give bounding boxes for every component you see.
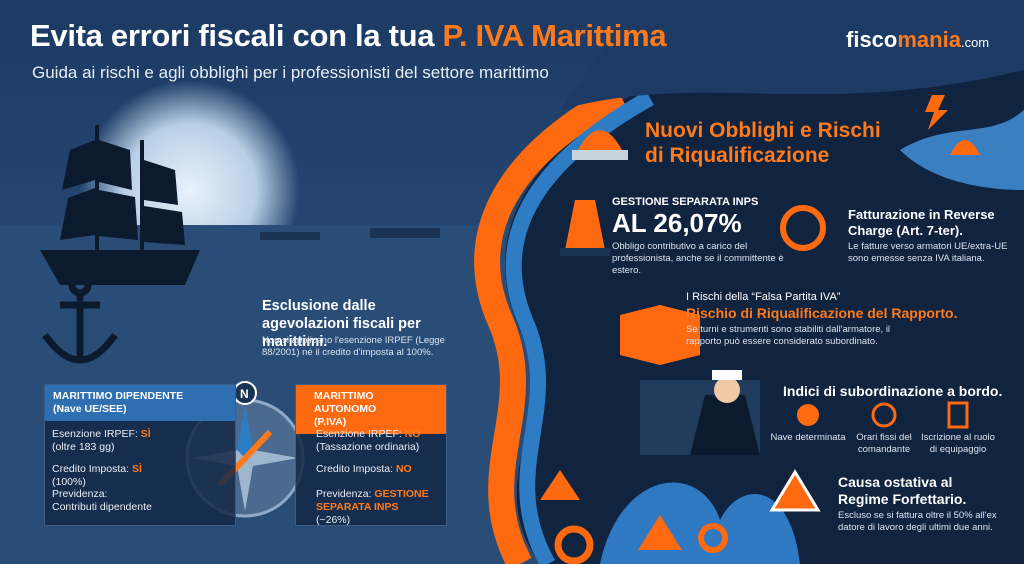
risk-title: Rischio di Riqualificazione del Rapporto… bbox=[686, 305, 958, 321]
title: Evita errori fiscali con la tua P. IVA M… bbox=[30, 18, 667, 54]
row-note: (~26%) bbox=[316, 514, 351, 526]
inps-label: GESTIONE SEPARATA INPS bbox=[612, 196, 759, 208]
row-label: Credito Imposta: bbox=[316, 463, 394, 475]
cause-title: Causa ostativa al Regime Forfettario. bbox=[838, 474, 967, 507]
employee-header: MARITTIMO DIPENDENTE (Nave UE/SEE) bbox=[45, 385, 235, 421]
section-title: Nuovi Obblighi e Rischi di Riqualificazio… bbox=[645, 118, 881, 168]
index-item: Iscrizione al ruolo di equipaggio bbox=[921, 432, 995, 455]
brand-part: mania bbox=[897, 27, 961, 52]
exclusion-text: Non si applicano l'esenzione IRPEF (Legg… bbox=[262, 335, 445, 358]
title-text: Evita errori fiscali con la tua bbox=[30, 18, 435, 53]
comparison-row: Previdenza: GESTIONE SEPARATA INPS (~26%) bbox=[316, 488, 441, 527]
brand: fiscomania.com bbox=[846, 27, 989, 53]
comparison-row: Previdenza: Contributi dipendente bbox=[52, 488, 227, 514]
row-value: NO bbox=[404, 428, 421, 440]
section-title-line: Nuovi Obblighi e Rischi bbox=[645, 119, 881, 142]
self-employed-header: MARITTIMO AUTONOMO (P.IVA) bbox=[296, 385, 446, 434]
brand-part: fisco bbox=[846, 27, 898, 52]
comparison-row: Credito Imposta: NO bbox=[316, 463, 441, 476]
row-value: SÌ bbox=[131, 463, 142, 475]
risk-text: Se turni e strumenti sono stabiliti dall… bbox=[686, 324, 891, 347]
row-label: Credito Imposta: bbox=[52, 463, 130, 475]
inps-value: AL 26,07% bbox=[612, 208, 742, 238]
employee-subtitle: (Nave UE/SEE) bbox=[53, 403, 127, 415]
row-note: Contributi dipendente bbox=[52, 501, 152, 513]
row-note: (100%) bbox=[52, 476, 86, 488]
index-item: Nave determinata bbox=[770, 432, 846, 443]
brand-part: .com bbox=[960, 35, 990, 50]
exclusion-title: Esclusione dalle agevolazioni fiscali pe… bbox=[262, 298, 421, 350]
inps-text: Obbligo contributivo a carico del profes… bbox=[612, 241, 784, 276]
row-value: SÌ bbox=[140, 428, 151, 440]
self-employed-title: MARITTIMO AUTONOMO bbox=[314, 390, 377, 415]
row-value: GESTIONE SEPARATA INPS bbox=[316, 488, 429, 513]
employee-box: MARITTIMO DIPENDENTE (Nave UE/SEE) bbox=[44, 384, 236, 526]
row-label: Previdenza: bbox=[316, 488, 372, 500]
comparison-row: Esenzione IRPEF: SÌ (oltre 183 gg) bbox=[52, 428, 227, 454]
reverse-charge-text: Le fatture verso armatori UE/extra-UE so… bbox=[848, 241, 1008, 264]
row-note: (oltre 183 gg) bbox=[52, 441, 115, 453]
row-label: Esenzione IRPEF: bbox=[316, 428, 402, 440]
reverse-charge-title: Fatturazione in Reverse Charge (Art. 7-t… bbox=[848, 207, 995, 238]
section-title-line: di Riqualificazione bbox=[645, 144, 830, 167]
row-value: NO bbox=[395, 463, 412, 475]
indices-title: Indici di subordinazione a bordo. bbox=[783, 383, 1003, 399]
title-highlight: P. IVA Marittima bbox=[442, 18, 667, 53]
self-employed-subtitle: (P.IVA) bbox=[314, 416, 347, 428]
compass-label: N bbox=[240, 387, 249, 401]
row-note: (Tassazione ordinaria) bbox=[316, 441, 420, 453]
self-employed-box: MARITTIMO AUTONOMO (P.IVA) bbox=[295, 384, 447, 526]
comparison-row: Esenzione IRPEF: NO (Tassazione ordinaria… bbox=[316, 428, 441, 454]
subtitle: Guida ai rischi e agli obblighi per i pr… bbox=[32, 63, 549, 82]
risk-kicker: I Rischi della “Falsa Partita IVA” bbox=[686, 291, 841, 303]
index-item: Orari fissi del comandante bbox=[856, 432, 912, 455]
comparison-row: Credito Imposta: SÌ (100%) bbox=[52, 463, 227, 489]
employee-title: MARITTIMO DIPENDENTE bbox=[53, 390, 184, 402]
row-label: Previdenza: bbox=[52, 488, 108, 500]
cause-text: Escluso se si fattura oltre il 50% all'e… bbox=[838, 510, 997, 533]
row-label: Esenzione IRPEF: bbox=[52, 428, 138, 440]
